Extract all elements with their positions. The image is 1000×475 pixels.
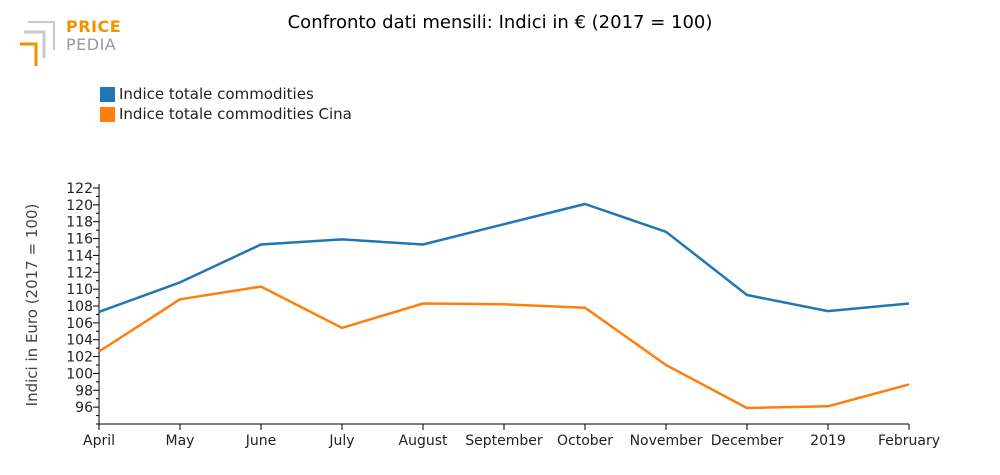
legend-label-series-1: Indice totale commodities <box>119 85 314 103</box>
logo-mark-icon <box>20 21 55 66</box>
logo-text: PRICE PEDIA <box>66 18 121 54</box>
y-tick-label: 112 <box>66 265 93 281</box>
y-tick-label: 104 <box>66 333 93 349</box>
x-tick-label: 2019 <box>810 433 846 449</box>
legend-label-series-2: Indice totale commodities Cina <box>119 105 352 123</box>
y-tick-label: 118 <box>66 215 93 231</box>
pricepedia-logo: PRICE PEDIA <box>18 18 128 68</box>
series-line-1 <box>98 202 910 314</box>
y-tick-label: 100 <box>66 366 93 382</box>
chart-lines <box>98 202 910 410</box>
legend-swatch-series-1 <box>100 86 115 102</box>
x-tick-label: May <box>166 433 195 449</box>
x-tick-label: April <box>83 433 115 449</box>
x-tick-label: July <box>328 433 354 449</box>
y-tick-label: 98 <box>75 383 93 399</box>
y-tick-label: 114 <box>66 248 93 264</box>
y-tick-label: 110 <box>66 282 93 298</box>
series-line-2 <box>98 285 910 410</box>
y-tick-label: 102 <box>66 350 93 366</box>
legend-swatch-series-2 <box>100 106 115 122</box>
x-tick-label: September <box>465 433 543 449</box>
legend-item-series-1[interactable]: Indice totale commodities <box>100 84 352 104</box>
x-tick-label: November <box>630 433 703 449</box>
x-tick-label: October <box>557 433 613 449</box>
x-tick-label: December <box>711 433 784 449</box>
y-tick-label: 106 <box>66 316 93 332</box>
chart-legend: Indice totale commodities Indice totale … <box>100 84 352 124</box>
y-tick-label: 122 <box>66 181 93 197</box>
x-tick-label: June <box>245 433 277 449</box>
y-axis-title: Indici in Euro (2017 = 100) <box>23 204 41 407</box>
x-tick-label: February <box>878 433 940 449</box>
logo-text-pedia: PEDIA <box>66 35 117 54</box>
chart-title: Confronto dati mensili: Indici in € (201… <box>287 12 713 33</box>
logo-text-price: PRICE <box>66 17 122 36</box>
legend-item-series-2[interactable]: Indice totale commodities Cina <box>100 104 352 124</box>
y-tick-label: 108 <box>66 299 93 315</box>
y-tick-label: 116 <box>66 232 93 248</box>
x-tick-label: August <box>399 433 449 449</box>
y-tick-label: 120 <box>66 198 93 214</box>
y-tick-label: 96 <box>75 400 93 416</box>
chart-axes: 9698100102104106108110112114116118120122… <box>66 181 940 449</box>
